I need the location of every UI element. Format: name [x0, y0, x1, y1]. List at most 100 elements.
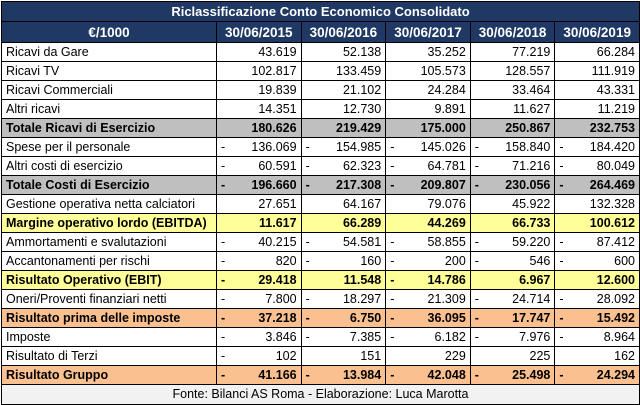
minus-sign: - [559, 139, 564, 154]
row-label: Ricavi da Gare [1, 42, 217, 62]
cell-value: 11.627 [469, 99, 556, 119]
cell-number: 7.976 [519, 329, 551, 344]
cell-number: 158.840 [505, 139, 551, 154]
row-label: Altri costi di esercizio [1, 156, 217, 176]
cell-value: - 29.418 [216, 270, 302, 290]
header-2017: 30/06/2017 [385, 21, 471, 43]
table-row: Ricavi da Gare 43.619 52.138 35.252 77.219 66… [1, 42, 640, 62]
cell-number: 13.984 [342, 367, 382, 382]
minus-sign: - [390, 234, 395, 249]
cell-number: 15.492 [596, 310, 635, 325]
minus-sign: - [390, 158, 395, 173]
cell-value: - 41.166 [216, 365, 302, 385]
cell-value: 219.429 [300, 118, 387, 138]
cell-value: 100.612 [554, 213, 640, 233]
table-row: Altri ricavi 14.351 12.730 9.891 11.627 11.21… [1, 99, 640, 119]
minus-sign: - [305, 158, 310, 173]
row-label: Imposte [1, 327, 217, 347]
minus-sign: - [221, 139, 226, 154]
cell-number: 18.297 [342, 291, 382, 306]
cell-value: - 87.412 [554, 232, 640, 252]
minus-sign: - [474, 139, 479, 154]
row-label: Margine operativo lordo (EBITDA) [1, 213, 217, 233]
table-row: Risultato Operativo (EBIT) -29.418 11.548-… [1, 270, 640, 290]
cell-number: 230.056 [505, 177, 551, 192]
cell-number: 6.182 [434, 329, 466, 344]
cell-value: 79.076 [385, 194, 471, 214]
minus-sign: - [390, 177, 395, 192]
cell-value: - 3.846 [216, 327, 302, 347]
cell-value: - 62.323 [300, 156, 387, 176]
row-label: Oneri/Proventi finanziari netti [1, 289, 217, 309]
cell-value: - 196.660 [216, 175, 302, 195]
row-label: Accantonamenti per rischi [1, 251, 217, 271]
table-title: Riclassificazione Conto Economico Consol… [1, 1, 640, 22]
cell-number: 209.807 [420, 177, 466, 192]
source-note: Fonte: Bilanci AS Roma - Elaborazione: L… [1, 384, 640, 405]
cell-number: 41.166 [258, 367, 297, 382]
cell-value: - 71.216 [469, 156, 556, 176]
cell-number: 64.781 [427, 158, 466, 173]
cell-value: 250.867 [469, 118, 556, 138]
cell-value: 43.331 [554, 80, 640, 100]
cell-value: - 217.308 [300, 175, 387, 195]
header-2016: 30/06/2016 [300, 21, 387, 43]
cell-number: 28.092 [596, 291, 635, 306]
cell-value: 102.817 [216, 61, 302, 81]
cell-value: 180.626 [216, 118, 302, 138]
minus-sign: - [305, 367, 310, 382]
cell-number: 42.048 [427, 367, 466, 382]
table-row: Risultato Gruppo -41.166-13.984-42.048-25… [1, 365, 640, 385]
cell-number: 7.800 [265, 291, 297, 306]
cell-number: 40.215 [258, 234, 297, 249]
minus-sign: - [221, 310, 226, 325]
cell-value: - 184.420 [554, 137, 640, 157]
row-label: Risultato prima delle imposte [1, 308, 217, 328]
table-row: Totale Ricavi di Esercizio 180.626 219.429… [1, 118, 640, 138]
cell-value: - 18.297 [300, 289, 387, 309]
minus-sign: - [305, 291, 310, 306]
title-row: Riclassificazione Conto Economico Consol… [1, 1, 640, 22]
cell-value: 21.102 [300, 80, 387, 100]
minus-sign: - [474, 329, 479, 344]
cell-value: - 600 [554, 251, 640, 271]
cell-value: - 8.964 [554, 327, 640, 347]
minus-sign: - [559, 291, 564, 306]
minus-sign: - [390, 310, 395, 325]
row-label: Risultato Operativo (EBIT) [1, 270, 217, 290]
minus-sign: - [305, 310, 310, 325]
cell-value: 225 [469, 346, 556, 366]
cell-number: 87.412 [596, 234, 635, 249]
cell-value: 14.351 [216, 99, 302, 119]
table-row: Totale Costi di Esercizio -196.660-217.30… [1, 175, 640, 195]
cell-value: - 24.714 [469, 289, 556, 309]
minus-sign: - [221, 348, 226, 363]
row-label: Risultato di Terzi [1, 346, 217, 366]
table-row: Accantonamenti per rischi -820-160-200-54… [1, 251, 640, 271]
row-label: Gestione operativa netta calciatori [1, 194, 217, 214]
cell-number: 24.294 [596, 367, 635, 382]
table-row: Imposte -3.846-7.385-6.182-7.976-8.964 [1, 327, 640, 347]
minus-sign: - [559, 367, 564, 382]
table-row: Altri costi di esercizio -60.591-62.323-6… [1, 156, 640, 176]
cell-value: - 28.092 [554, 289, 640, 309]
cell-value: 11.548 [300, 270, 387, 290]
table-row: Spese per il personale -136.069-154.985-1… [1, 137, 640, 157]
minus-sign: - [474, 367, 479, 382]
cell-number: 217.308 [336, 177, 382, 192]
minus-sign: - [390, 329, 395, 344]
cell-value: - 80.049 [554, 156, 640, 176]
cell-value: 66.284 [554, 42, 640, 62]
cell-number: 102 [275, 348, 297, 363]
cell-value: - 14.786 [385, 270, 471, 290]
minus-sign: - [221, 367, 226, 382]
source-row: Fonte: Bilanci AS Roma - Elaborazione: L… [1, 384, 640, 405]
cell-value: - 820 [216, 251, 302, 271]
minus-sign: - [221, 234, 226, 249]
minus-sign: - [305, 234, 310, 249]
cell-value: 64.167 [300, 194, 387, 214]
row-label: Altri ricavi [1, 99, 217, 119]
cell-value: 27.651 [216, 194, 302, 214]
cell-number: 7.385 [349, 329, 382, 344]
table-row: Gestione operativa netta calciatori 27.65… [1, 194, 640, 214]
